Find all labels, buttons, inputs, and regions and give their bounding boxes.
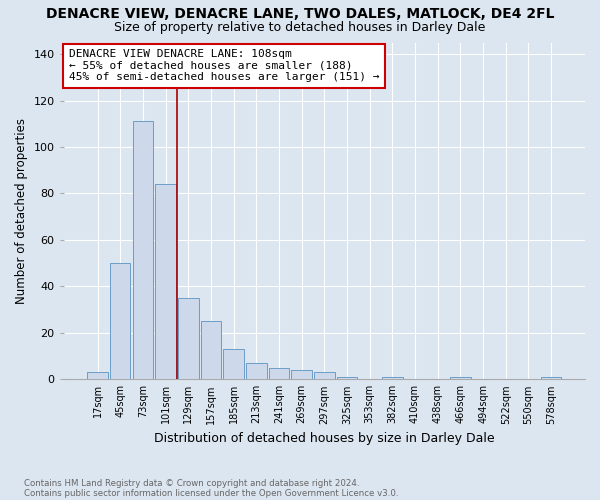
Text: Size of property relative to detached houses in Darley Dale: Size of property relative to detached ho… <box>115 21 485 34</box>
Text: Contains public sector information licensed under the Open Government Licence v3: Contains public sector information licen… <box>24 488 398 498</box>
Bar <box>88 372 108 380</box>
Bar <box>110 263 130 380</box>
Bar <box>541 377 562 380</box>
Bar <box>246 363 266 380</box>
Y-axis label: Number of detached properties: Number of detached properties <box>15 118 28 304</box>
Bar <box>292 370 312 380</box>
Text: DENACRE VIEW DENACRE LANE: 108sqm
← 55% of detached houses are smaller (188)
45%: DENACRE VIEW DENACRE LANE: 108sqm ← 55% … <box>69 49 379 82</box>
Bar <box>450 377 470 380</box>
Bar <box>133 122 153 380</box>
Bar <box>382 377 403 380</box>
Bar <box>223 349 244 380</box>
Text: DENACRE VIEW, DENACRE LANE, TWO DALES, MATLOCK, DE4 2FL: DENACRE VIEW, DENACRE LANE, TWO DALES, M… <box>46 8 554 22</box>
Bar <box>155 184 176 380</box>
X-axis label: Distribution of detached houses by size in Darley Dale: Distribution of detached houses by size … <box>154 432 494 445</box>
Bar <box>201 321 221 380</box>
Bar <box>337 377 357 380</box>
Text: Contains HM Land Registry data © Crown copyright and database right 2024.: Contains HM Land Registry data © Crown c… <box>24 478 359 488</box>
Bar <box>314 372 335 380</box>
Bar <box>269 368 289 380</box>
Bar <box>178 298 199 380</box>
